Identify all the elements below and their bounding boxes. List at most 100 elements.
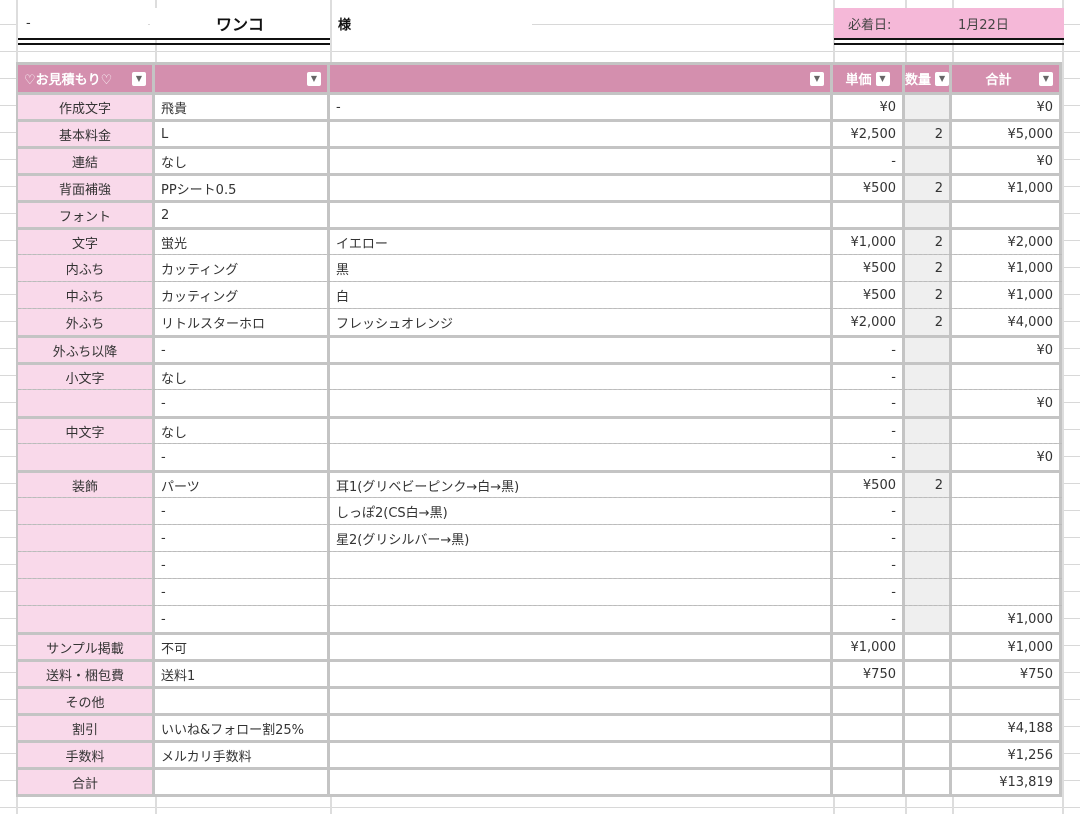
detail-cell[interactable] [330,716,833,740]
option-cell[interactable] [155,689,330,713]
detail-cell[interactable]: 白 [330,282,833,308]
option-cell[interactable]: 飛貴 [155,95,330,119]
subtotal-cell[interactable] [952,203,1059,227]
quantity-cell[interactable] [905,635,952,659]
unit-price-cell[interactable]: ¥2,500 [833,122,905,146]
detail-cell[interactable] [330,203,833,227]
option-cell[interactable]: 不可 [155,635,330,659]
unit-price-cell[interactable] [833,716,905,740]
quantity-cell[interactable] [905,525,952,551]
option-cell[interactable]: リトルスターホロ [155,309,330,335]
unit-price-cell[interactable]: - [833,498,905,524]
quantity-cell[interactable]: 2 [905,176,952,200]
option-cell[interactable]: - [155,579,330,605]
subtotal-cell[interactable] [952,689,1059,713]
option-cell[interactable]: カッティング [155,255,330,281]
filter-dropdown-icon[interactable]: ▼ [132,71,146,86]
option-cell[interactable]: - [155,525,330,551]
option-cell[interactable]: なし [155,149,330,173]
quantity-cell[interactable] [905,743,952,767]
detail-cell[interactable]: 黒 [330,255,833,281]
subtotal-cell[interactable] [952,473,1059,497]
option-cell[interactable]: いいね&フォロー割25% [155,716,330,740]
quantity-cell[interactable] [905,419,952,443]
option-cell[interactable]: - [155,444,330,470]
unit-price-cell[interactable]: ¥500 [833,473,905,497]
unit-price-cell[interactable]: ¥1,000 [833,230,905,254]
option-cell[interactable]: - [155,606,330,632]
detail-cell[interactable]: 耳1(グリベビーピンク→白→黒) [330,473,833,497]
detail-cell[interactable]: - [330,95,833,119]
subtotal-cell[interactable]: ¥1,000 [952,282,1059,308]
unit-price-cell[interactable]: - [833,149,905,173]
quantity-cell[interactable] [905,95,952,119]
filter-dropdown-icon[interactable]: ▼ [935,71,949,86]
option-cell[interactable]: なし [155,419,330,443]
unit-price-cell[interactable]: ¥750 [833,662,905,686]
option-cell[interactable]: パーツ [155,473,330,497]
filter-dropdown-icon[interactable]: ▼ [1038,71,1053,86]
detail-cell[interactable]: フレッシュオレンジ [330,309,833,335]
quantity-cell[interactable] [905,203,952,227]
quantity-cell[interactable]: 2 [905,230,952,254]
detail-cell[interactable]: 星2(グリシルバー→黒) [330,525,833,551]
quantity-cell[interactable] [905,444,952,470]
option-cell[interactable]: - [155,498,330,524]
option-cell[interactable]: 蛍光 [155,230,330,254]
detail-cell[interactable] [330,390,833,416]
detail-cell[interactable] [330,689,833,713]
option-cell[interactable]: 2 [155,203,330,227]
unit-price-cell[interactable]: - [833,525,905,551]
quantity-cell[interactable] [905,390,952,416]
option-cell[interactable]: L [155,122,330,146]
quantity-cell[interactable]: 2 [905,473,952,497]
unit-price-cell[interactable]: - [833,338,905,362]
detail-cell[interactable] [330,176,833,200]
option-cell[interactable]: - [155,338,330,362]
quantity-cell[interactable]: 2 [905,282,952,308]
quantity-cell[interactable] [905,716,952,740]
unit-price-cell[interactable]: ¥0 [833,95,905,119]
filter-dropdown-icon[interactable]: ▼ [810,71,824,86]
subtotal-cell[interactable] [952,525,1059,551]
subtotal-cell[interactable]: ¥0 [952,338,1059,362]
subtotal-cell[interactable]: ¥4,000 [952,309,1059,335]
customer-name[interactable]: ワンコ [150,8,330,38]
subtotal-cell[interactable]: ¥0 [952,95,1059,119]
quantity-cell[interactable] [905,770,952,794]
detail-cell[interactable] [330,365,833,389]
option-cell[interactable]: - [155,552,330,578]
quantity-cell[interactable] [905,365,952,389]
subtotal-cell[interactable]: ¥750 [952,662,1059,686]
subtotal-cell[interactable]: ¥0 [952,149,1059,173]
option-cell[interactable]: カッティング [155,282,330,308]
detail-cell[interactable] [330,122,833,146]
option-cell[interactable]: 送料1 [155,662,330,686]
unit-price-cell[interactable]: ¥500 [833,255,905,281]
unit-price-cell[interactable] [833,689,905,713]
quantity-cell[interactable] [905,498,952,524]
quantity-cell[interactable] [905,606,952,632]
detail-cell[interactable] [330,662,833,686]
quantity-cell[interactable] [905,662,952,686]
unit-price-cell[interactable] [833,743,905,767]
quantity-cell[interactable] [905,149,952,173]
unit-price-cell[interactable]: - [833,444,905,470]
subtotal-cell[interactable] [952,552,1059,578]
unit-price-cell[interactable]: ¥2,000 [833,309,905,335]
subtotal-cell[interactable] [952,498,1059,524]
detail-cell[interactable] [330,149,833,173]
option-cell[interactable]: - [155,390,330,416]
subtotal-cell[interactable] [952,419,1059,443]
option-cell[interactable]: PPシート0.5 [155,176,330,200]
subtotal-cell[interactable]: ¥1,000 [952,255,1059,281]
unit-price-cell[interactable] [833,770,905,794]
quantity-cell[interactable] [905,579,952,605]
subtotal-cell[interactable]: ¥0 [952,390,1059,416]
subtotal-cell[interactable]: ¥13,819 [952,770,1059,794]
unit-price-cell[interactable]: ¥1,000 [833,635,905,659]
subtotal-cell[interactable]: ¥1,000 [952,176,1059,200]
detail-cell[interactable]: イエロー [330,230,833,254]
filter-dropdown-icon[interactable]: ▼ [875,71,890,86]
unit-price-cell[interactable] [833,203,905,227]
